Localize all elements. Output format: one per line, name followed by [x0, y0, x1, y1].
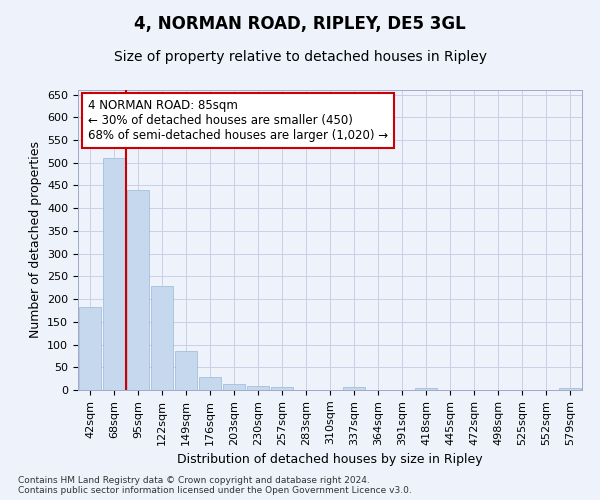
Text: 4 NORMAN ROAD: 85sqm
← 30% of detached houses are smaller (450)
68% of semi-deta: 4 NORMAN ROAD: 85sqm ← 30% of detached h… — [88, 99, 388, 142]
Bar — [103, 158, 125, 390]
X-axis label: Distribution of detached houses by size in Ripley: Distribution of detached houses by size … — [177, 453, 483, 466]
Bar — [247, 386, 269, 390]
Bar — [127, 190, 149, 390]
Bar — [559, 388, 581, 390]
Bar — [415, 388, 437, 390]
Text: 4, NORMAN ROAD, RIPLEY, DE5 3GL: 4, NORMAN ROAD, RIPLEY, DE5 3GL — [134, 15, 466, 33]
Text: Contains HM Land Registry data © Crown copyright and database right 2024.
Contai: Contains HM Land Registry data © Crown c… — [18, 476, 412, 495]
Y-axis label: Number of detached properties: Number of detached properties — [29, 142, 41, 338]
Bar — [199, 378, 221, 390]
Text: Size of property relative to detached houses in Ripley: Size of property relative to detached ho… — [113, 50, 487, 64]
Bar — [79, 308, 101, 390]
Bar — [343, 387, 365, 390]
Bar — [223, 384, 245, 390]
Bar — [175, 352, 197, 390]
Bar — [151, 286, 173, 390]
Bar — [271, 388, 293, 390]
